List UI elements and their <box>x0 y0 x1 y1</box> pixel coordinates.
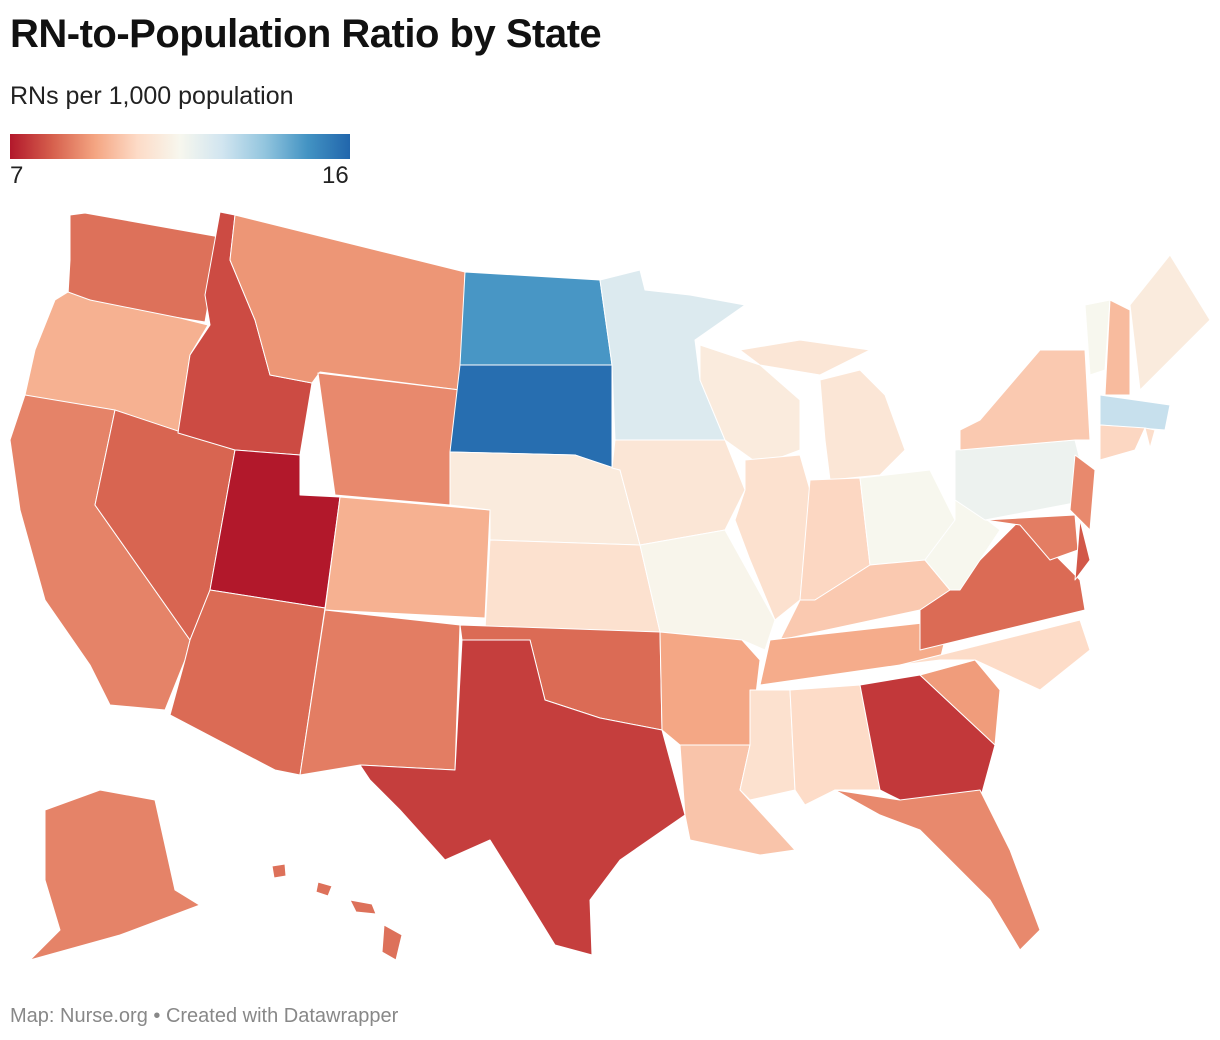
state-co[interactable] <box>324 496 491 619</box>
state-ak[interactable] <box>29 789 241 961</box>
state-nd[interactable] <box>459 271 613 366</box>
color-legend-bar <box>10 134 350 159</box>
state-ma[interactable] <box>1099 394 1171 431</box>
state-ar[interactable] <box>659 631 761 746</box>
state-mn[interactable] <box>599 269 746 441</box>
state-wv[interactable] <box>924 494 1001 591</box>
state-ks[interactable] <box>484 539 661 633</box>
state-ct[interactable] <box>1099 424 1146 461</box>
chart-subtitle: RNs per 1,000 population <box>10 82 294 110</box>
state-vt[interactable] <box>1084 299 1111 376</box>
state-nh[interactable] <box>1104 299 1131 396</box>
source-footer: Map: Nurse.org • Created with Datawrappe… <box>10 1005 399 1027</box>
state-il[interactable] <box>734 454 811 621</box>
state-fl[interactable] <box>834 789 1041 951</box>
state-tx[interactable] <box>359 639 686 956</box>
state-ny[interactable] <box>959 349 1091 451</box>
state-de[interactable] <box>1074 519 1091 581</box>
state-hi[interactable] <box>271 863 403 961</box>
state-md[interactable] <box>984 514 1079 561</box>
state-me[interactable] <box>1129 254 1211 391</box>
legend-max-label: 16 <box>322 162 349 189</box>
state-sc[interactable] <box>919 659 1001 746</box>
chart-title: RN-to-Population Ratio by State <box>10 12 602 56</box>
state-mi[interactable] <box>739 339 906 481</box>
state-ri[interactable] <box>1144 427 1156 449</box>
state-nc[interactable] <box>899 619 1091 691</box>
legend-min-label: 7 <box>10 162 24 189</box>
state-nm[interactable] <box>299 609 461 776</box>
state-nj[interactable] <box>1069 454 1096 531</box>
state-wy[interactable] <box>317 372 461 506</box>
